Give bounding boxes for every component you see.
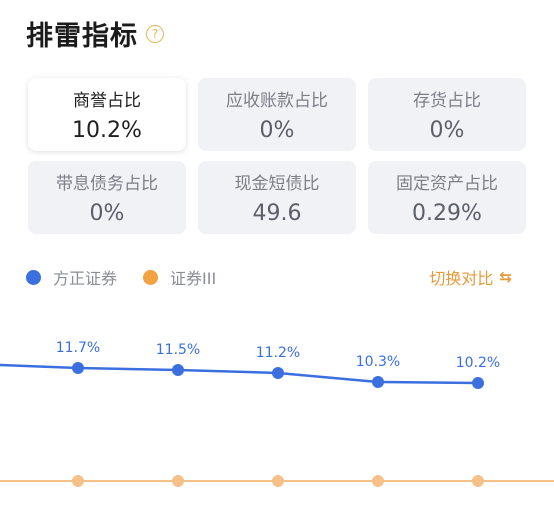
metric-value: 49.6 xyxy=(252,201,302,226)
metric-card-inventory[interactable]: 存货占比 0% xyxy=(368,78,526,151)
data-point[interactable] xyxy=(272,475,284,487)
legend-item-industry[interactable]: 证券III xyxy=(143,265,216,289)
data-label: 11.2% xyxy=(256,345,300,361)
metric-card-fixed-assets[interactable]: 固定资产占比 0.29% xyxy=(368,161,526,234)
metric-value: 0% xyxy=(89,201,125,226)
legend-label: 证券III xyxy=(170,269,217,288)
legend-dot-blue xyxy=(26,269,41,285)
data-label: 10.2% xyxy=(456,355,500,371)
data-point[interactable] xyxy=(172,364,184,376)
metric-label: 应收账款占比 xyxy=(226,91,328,111)
data-point[interactable] xyxy=(372,475,384,487)
metric-card-cash-shortdebt[interactable]: 现金短债比 49.6 xyxy=(198,161,356,234)
metric-label: 现金短债比 xyxy=(234,174,320,194)
legend-label: 方正证券 xyxy=(53,269,118,288)
data-point[interactable] xyxy=(472,377,484,389)
legend-item-company[interactable]: 方正证券 xyxy=(26,265,117,289)
data-point[interactable] xyxy=(372,376,384,388)
line-chart: 11.7% 11.5% 11.2% 10.3% 10.2% xyxy=(0,340,554,487)
data-label: 10.3% xyxy=(356,354,400,370)
metric-label: 固定资产占比 xyxy=(396,174,498,194)
metric-value: 0% xyxy=(259,118,295,143)
metric-card-goodwill[interactable]: 商誉占比 10.2% xyxy=(28,78,186,151)
data-point[interactable] xyxy=(172,475,184,487)
data-point[interactable] xyxy=(72,475,84,487)
data-point[interactable] xyxy=(72,362,84,374)
legend-dot-orange xyxy=(143,269,159,285)
metric-value: 0.29% xyxy=(412,201,482,226)
metric-label: 商誉占比 xyxy=(73,91,141,111)
chart-legend: 方正证券 证券III xyxy=(26,265,242,289)
metric-value: 0% xyxy=(429,118,465,143)
metric-card-receivables[interactable]: 应收账款占比 0% xyxy=(198,78,356,151)
series-line-company xyxy=(0,363,479,385)
metric-card-interest-debt[interactable]: 带息债务占比 0% xyxy=(28,161,186,234)
switch-compare-button[interactable]: 切换对比 ⇆ xyxy=(429,265,512,289)
data-point[interactable] xyxy=(272,367,284,379)
switch-icon: ⇆ xyxy=(499,268,512,286)
help-icon[interactable]: ? xyxy=(146,24,164,43)
switch-compare-label: 切换对比 xyxy=(429,269,494,288)
metric-value: 10.2% xyxy=(72,118,142,143)
section-header: 排雷指标 ? xyxy=(26,14,164,53)
data-point[interactable] xyxy=(472,475,484,487)
section-title: 排雷指标 xyxy=(26,21,138,52)
data-label: 11.5% xyxy=(156,342,200,358)
metric-label: 带息债务占比 xyxy=(56,174,158,194)
metric-grid: 商誉占比 10.2% 应收账款占比 0% 存货占比 0% 带息债务占比 0% 现… xyxy=(28,78,526,234)
metric-label: 存货占比 xyxy=(413,91,481,111)
data-label: 11.7% xyxy=(56,340,100,356)
